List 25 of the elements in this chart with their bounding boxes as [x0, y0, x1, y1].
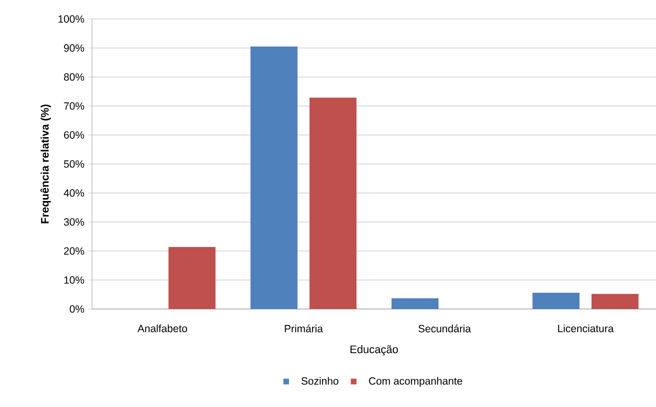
- y-tick-label: 10%: [64, 276, 84, 284]
- x-tick-label: Primária: [284, 324, 323, 332]
- x-tick-label: Analfabeto: [138, 324, 188, 332]
- y-axis-title: Frequência relativa (%): [40, 104, 51, 224]
- bar: [592, 294, 639, 309]
- y-tick-label: 50%: [64, 160, 84, 168]
- x-axis-title: Educação: [350, 345, 398, 356]
- bar: [250, 46, 298, 309]
- y-tick-label: 80%: [64, 73, 84, 81]
- bar: [168, 246, 216, 309]
- y-tick-label: 100%: [58, 15, 84, 23]
- bar: [532, 292, 580, 309]
- x-tick-label: Licenciatura: [558, 324, 614, 332]
- y-tick-label: 30%: [64, 218, 84, 226]
- y-tick-label: 60%: [64, 131, 84, 139]
- x-tick-label: Secundária: [418, 324, 471, 332]
- y-tick-label: 40%: [64, 189, 84, 197]
- legend-label: Sozinho: [301, 376, 338, 385]
- bar: [392, 298, 439, 309]
- y-tick-label: 70%: [64, 102, 84, 110]
- y-tick-label: 0%: [70, 305, 84, 313]
- y-tick-label: 90%: [64, 44, 84, 52]
- bar: [310, 98, 356, 309]
- legend-label: Com acompanhante: [368, 376, 462, 387]
- y-tick-label: 20%: [64, 247, 84, 255]
